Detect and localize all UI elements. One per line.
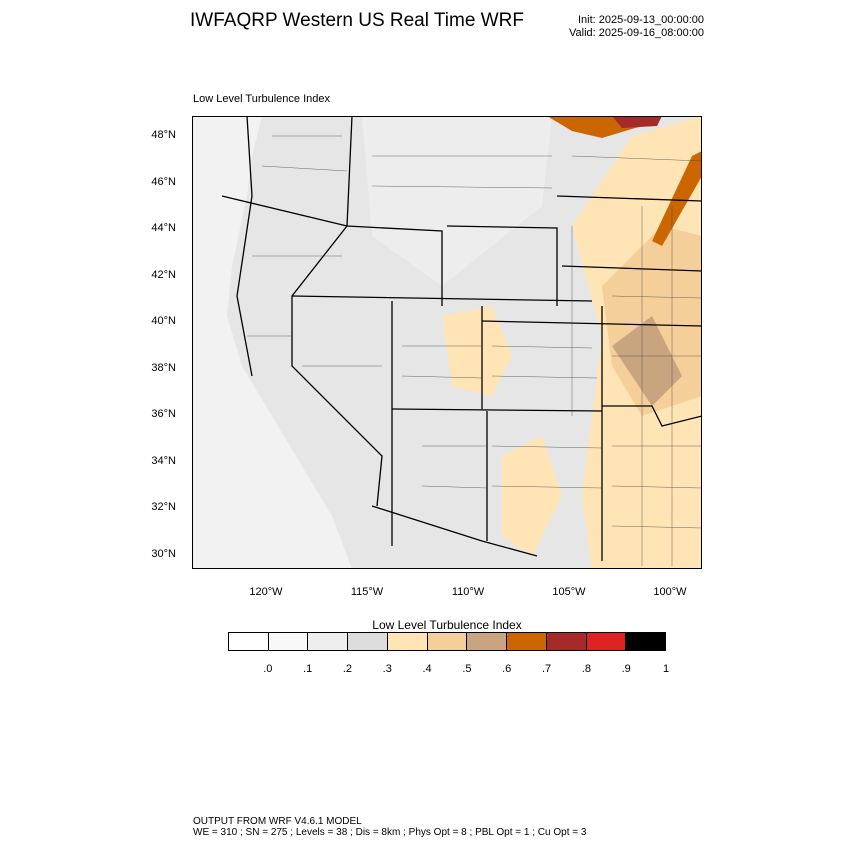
ocean [192,116,352,569]
lat-label: 48°N [151,129,176,141]
colorbar-label: .1 [303,663,313,675]
colorbar [228,632,666,651]
colorbar-segment [586,633,627,650]
map-panel [192,116,702,569]
colorbar-segment [507,633,547,650]
colorbar-segment [308,633,349,650]
colorbar-label: .8 [581,663,591,675]
lat-label: 44°N [151,222,176,234]
time-info: Init: 2025-09-13_00:00:00 Valid: 2025-09… [569,14,704,40]
turbulence-high [612,316,682,406]
terrain-light [362,116,552,286]
lat-label: 30°N [151,548,176,560]
colorbar-segment [427,633,468,650]
lon-label: 105°W [552,586,586,598]
colorbar-label: .2 [342,663,353,675]
colorbar-label: .9 [621,663,631,675]
colorbar-segment [387,633,428,650]
lat-label: 40°N [151,315,176,327]
colorbar-label: 1 [662,663,670,675]
colorbar-segment [268,633,309,650]
turbulence-newmexico [502,436,562,556]
colorbar-segment [467,633,508,650]
colorbar-segment [229,633,269,650]
lon-label: 110°W [451,586,485,598]
map-frame [192,116,702,569]
lon-label: 115°W [350,586,384,598]
lat-label: 32°N [151,501,176,513]
lon-label: 120°W [249,586,283,598]
colorbar-title: Low Level Turbulence Index [372,618,522,632]
map-title: Low Level Turbulence Index [193,93,330,105]
lat-label: 42°N [151,269,176,281]
lat-label: 36°N [151,408,176,420]
lat-label: 46°N [151,176,176,188]
valid-time: Valid: 2025-09-16_08:00:00 [569,27,704,39]
plot-title: IWFAQRP Western US Real Time WRF [190,10,524,31]
colorbar-label: .3 [382,663,392,675]
colorbar-label: .7 [541,663,552,675]
colorbar-label: .6 [502,663,512,675]
turbulence-rockies [442,306,512,396]
turbulence-streak-east [652,151,702,246]
colorbar-label: .0 [263,663,273,675]
colorbar-segment [348,633,388,650]
lat-label: 34°N [151,455,176,467]
footer-line2: WE = 310 ; SN = 275 ; Levels = 38 ; Dis … [193,827,587,838]
model-footer: OUTPUT FROM WRF V4.6.1 MODEL WE = 310 ; … [193,816,586,838]
turbulence-core-north [612,116,662,128]
county-borders [247,135,702,566]
colorbar-label: .5 [462,663,472,675]
init-time: Init: 2025-09-13_00:00:00 [578,14,704,26]
lon-label: 100°W [653,586,687,598]
lat-label: 38°N [151,362,176,374]
colorbar-segment [546,633,587,650]
footer-line1: OUTPUT FROM WRF V4.6.1 MODEL [193,816,362,827]
state-borders [221,116,702,561]
colorbar-label: .4 [422,663,432,675]
colorbar-segment [626,633,666,650]
